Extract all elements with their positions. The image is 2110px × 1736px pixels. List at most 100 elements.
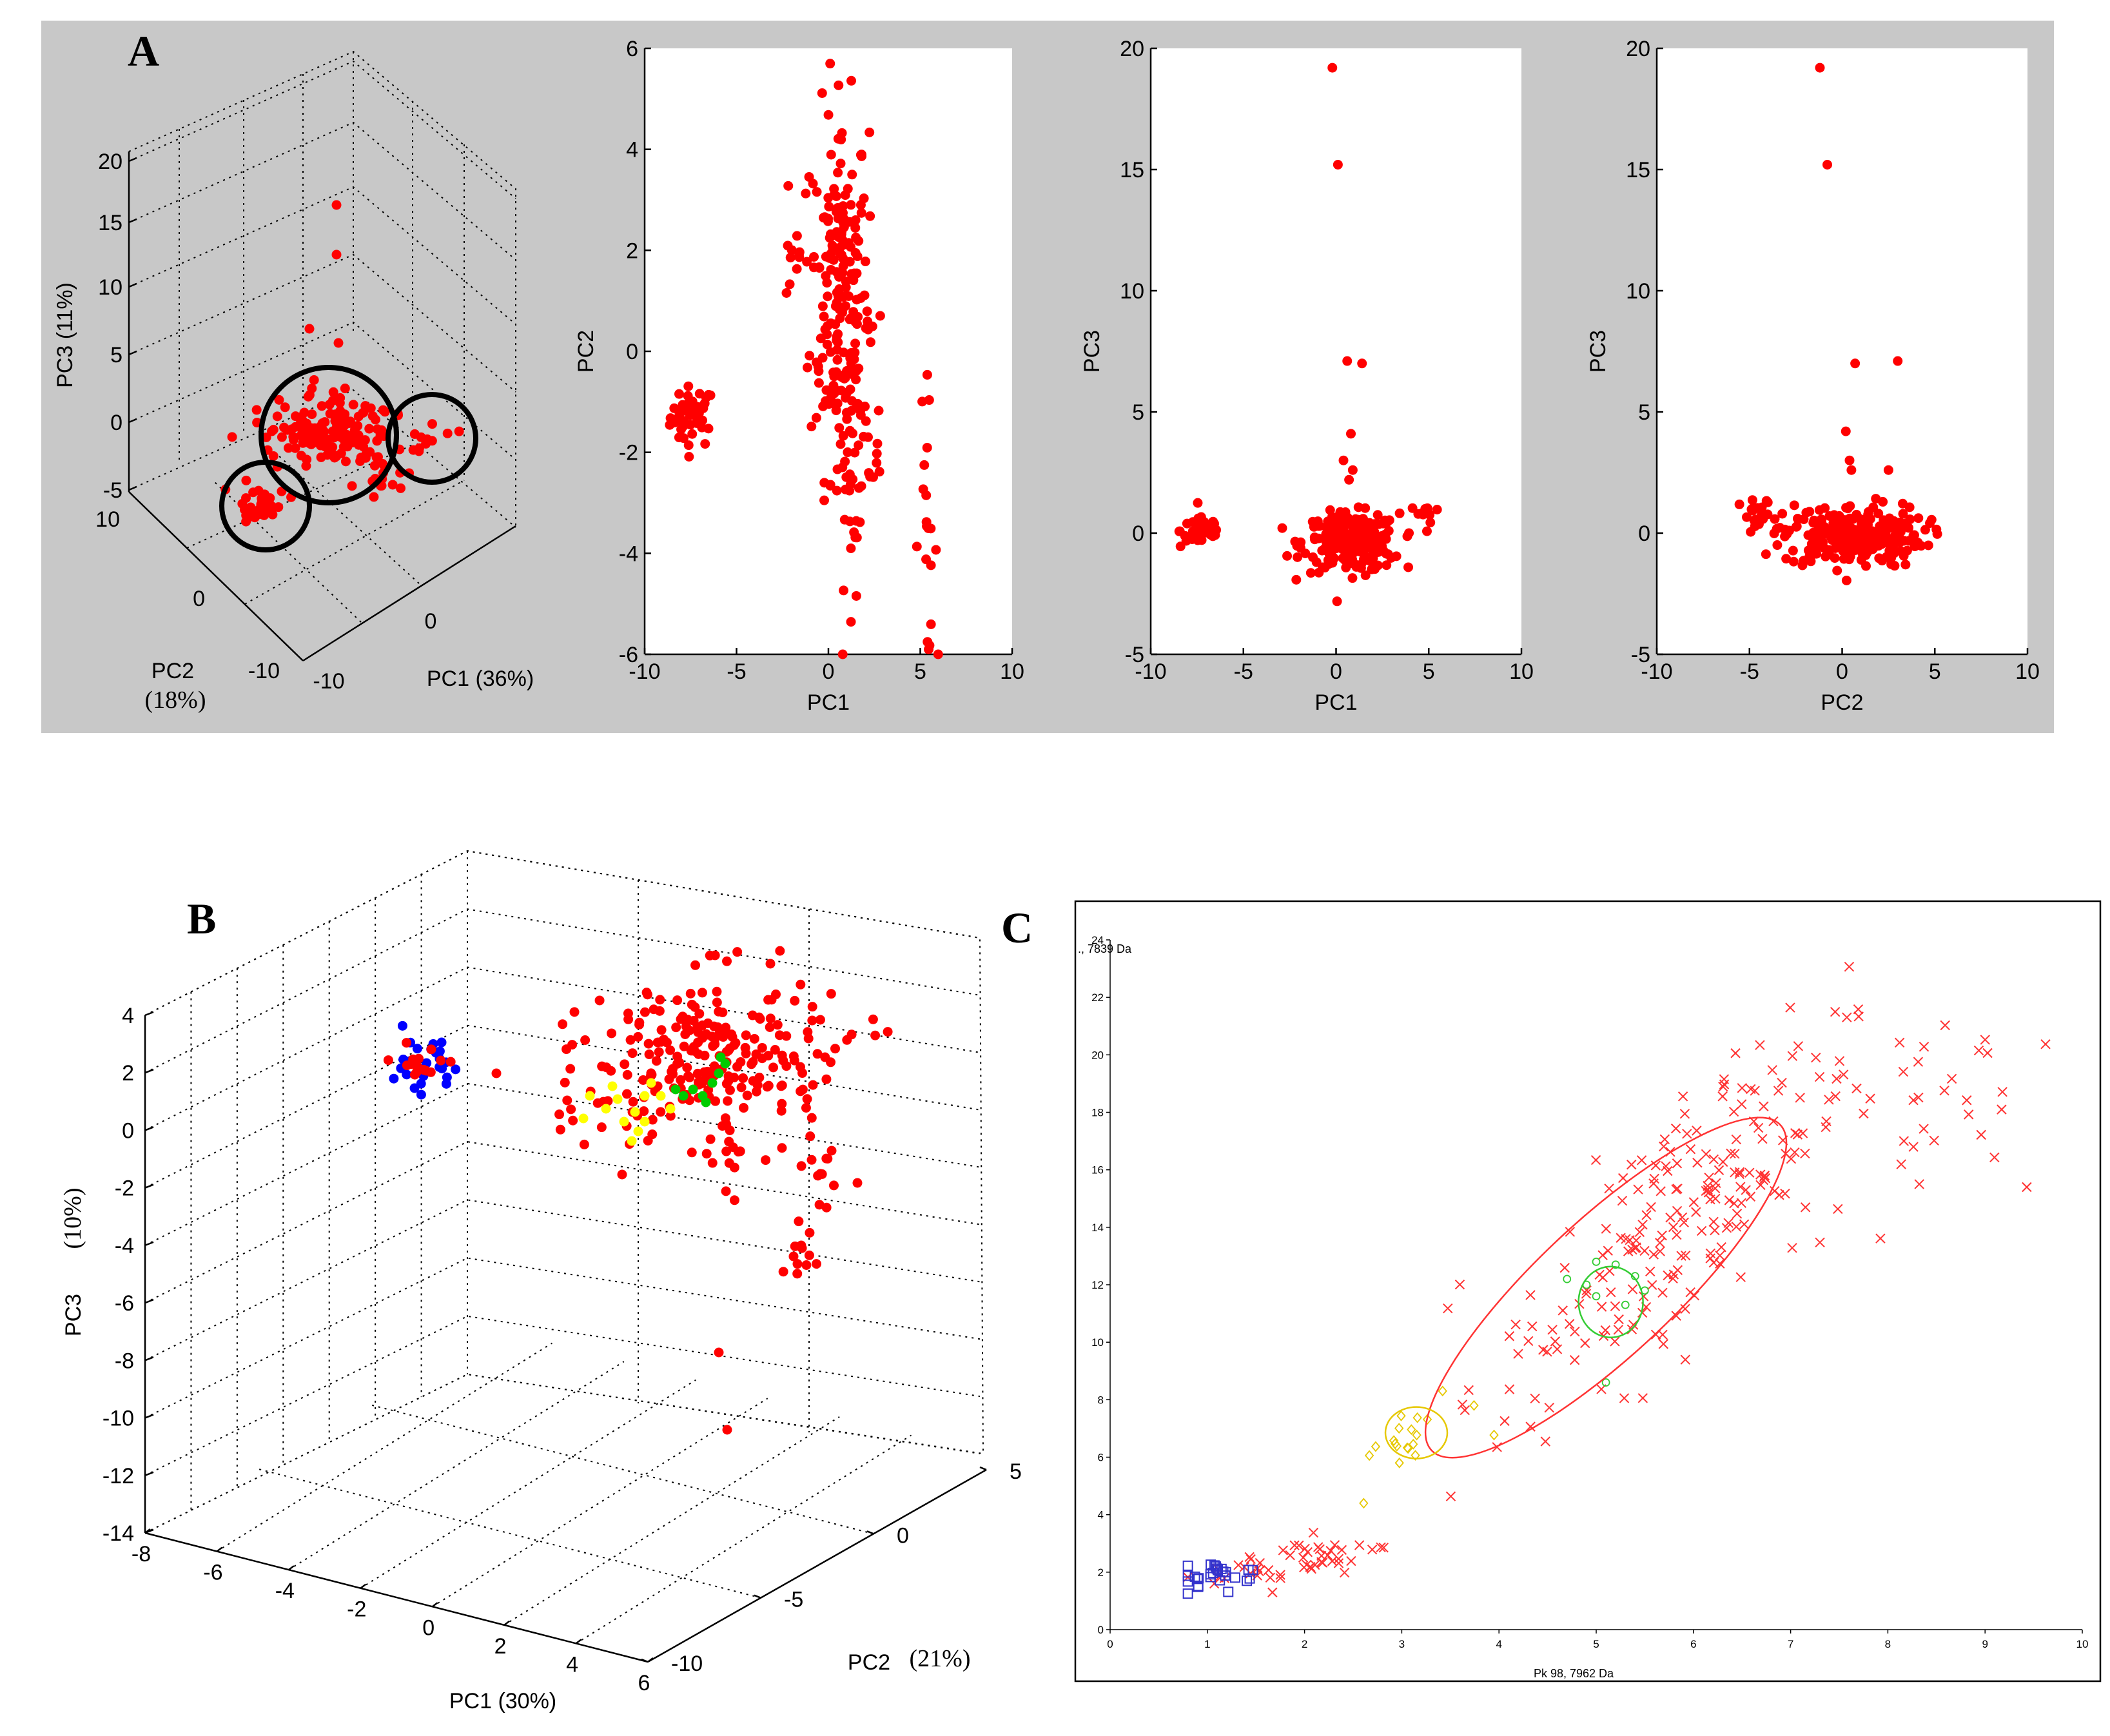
data-point (1580, 1338, 1590, 1349)
cluster-circle-main (259, 365, 399, 505)
data-point (1899, 1136, 1910, 1146)
data-point (1358, 514, 1368, 524)
a3d-ylabel-pct: (18%) (145, 687, 206, 714)
data-point (1282, 551, 1293, 561)
data-point (672, 1058, 683, 1069)
data-point (607, 1081, 618, 1091)
data-point (307, 384, 317, 394)
data-point (848, 428, 858, 438)
data-point (1613, 1325, 1624, 1335)
a3d-xlabel: PC1 (36%) (427, 667, 534, 691)
data-point (809, 251, 819, 262)
data-point (1851, 1083, 1862, 1094)
data-point (1432, 505, 1442, 515)
data-point (1300, 1543, 1310, 1554)
data-point (814, 378, 824, 388)
z-tick (144, 1298, 154, 1304)
grid-line (128, 253, 516, 393)
data-point (1715, 1258, 1725, 1269)
data-point (707, 1031, 717, 1042)
data-point (720, 1026, 730, 1036)
data-point (828, 380, 839, 391)
data-point (416, 1089, 426, 1100)
data-point (722, 1425, 732, 1435)
data-point (794, 1216, 804, 1227)
data-point (300, 425, 310, 435)
data-point (2040, 1039, 2051, 1049)
data-point (1805, 553, 1815, 563)
data-point (656, 1091, 666, 1101)
x-tick-label: -10 (1135, 659, 1166, 684)
data-point (1606, 1287, 1616, 1298)
data-point (627, 1048, 638, 1058)
data-point (830, 1044, 841, 1054)
data-point (1648, 1249, 1659, 1260)
data-point (840, 484, 850, 494)
data-point (850, 338, 861, 349)
data-point (646, 1078, 656, 1088)
grid-line (144, 850, 981, 1016)
data-point (768, 1062, 779, 1073)
data-point (1989, 1152, 2000, 1163)
data-point (1980, 1035, 1990, 1045)
data-point (710, 1039, 720, 1049)
c-y-tick-label: 18 (1091, 1107, 1104, 1119)
data-point (1939, 1086, 1949, 1096)
data-point (833, 337, 843, 347)
data-point (923, 637, 933, 647)
data-point (1789, 500, 1799, 511)
data-point (1735, 1182, 1746, 1192)
data-point (777, 1080, 787, 1091)
grid-line (128, 186, 516, 325)
data-point (1875, 1233, 1886, 1243)
data-point (735, 1146, 745, 1156)
data-point (707, 1158, 718, 1168)
data-point (863, 316, 873, 326)
data-point (812, 1049, 823, 1059)
data-point (763, 1080, 774, 1091)
panel-a-pc1-pc2-plot: -10 -5 0 5 10 6 4 2 0 -2 -4 -6 PC1 PC2 (574, 37, 1024, 715)
data-point (1729, 1198, 1739, 1209)
data-point (1460, 1405, 1470, 1416)
data-point (1680, 1250, 1691, 1261)
data-point (1696, 1225, 1707, 1236)
data-point (712, 986, 722, 997)
data-point (729, 1162, 739, 1173)
data-point (1294, 1540, 1304, 1551)
data-point (1313, 521, 1324, 531)
data-point (317, 418, 327, 429)
data-point (1883, 534, 1893, 544)
data-point (1895, 533, 1905, 543)
x-tick (216, 1546, 223, 1552)
grid-line (360, 1379, 696, 1589)
data-point (1962, 1095, 1972, 1106)
data-point (699, 1050, 710, 1060)
data-point (1718, 1156, 1728, 1167)
data-point (805, 1227, 815, 1238)
data-point (834, 423, 845, 433)
data-point (1333, 159, 1343, 170)
data-point (560, 1077, 570, 1087)
data-point (422, 434, 433, 444)
data-point (1646, 1280, 1657, 1291)
data-point (1708, 1154, 1719, 1165)
b-zlabel-pct: (10%) (59, 1188, 86, 1249)
data-point (562, 1095, 572, 1106)
data-point (1637, 1220, 1648, 1230)
data-point (1767, 1065, 1777, 1075)
data-point (1793, 1041, 1804, 1051)
data-point (309, 375, 319, 385)
data-point (335, 393, 346, 403)
data-point (1745, 1191, 1756, 1202)
data-point (1749, 515, 1759, 525)
data-point (1658, 1339, 1669, 1349)
data-point (806, 1155, 817, 1165)
grid-line (144, 1373, 984, 1534)
data-point (1289, 1540, 1300, 1550)
x-axis-label: PC1 (1314, 690, 1357, 715)
data-point (801, 1260, 812, 1270)
data-point (835, 439, 846, 449)
data-point (694, 389, 705, 399)
data-point (1897, 520, 1907, 531)
x-tick-label: 2 (494, 1634, 507, 1659)
